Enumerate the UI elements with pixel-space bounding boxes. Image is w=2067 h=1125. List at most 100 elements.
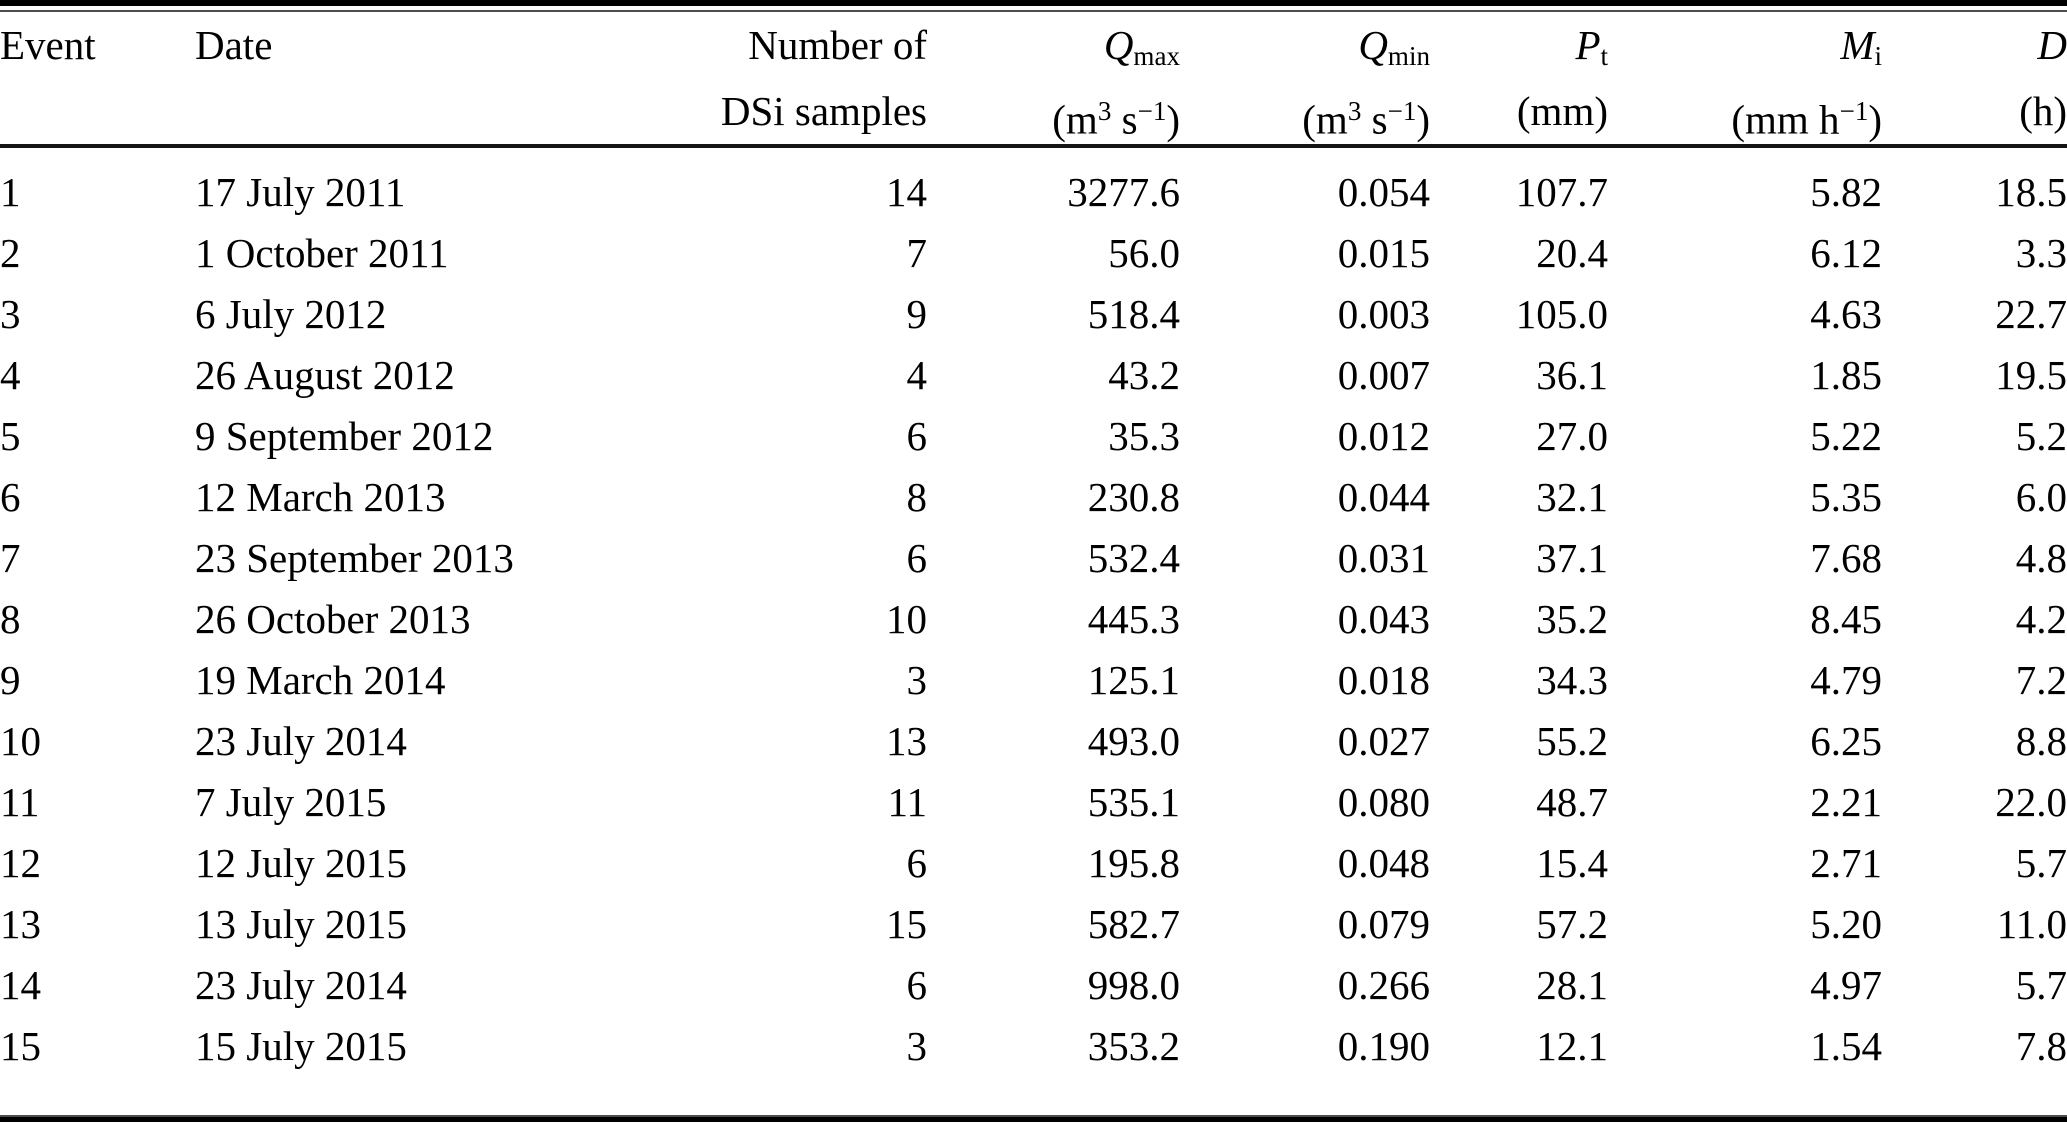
cell-d: 18.5 [1995, 169, 2067, 215]
cell-d: 11.0 [1996, 901, 2067, 947]
table-top-rule-thick [0, 0, 2067, 6]
table-row: 7 23 September 2013 6 532.4 0.031 37.1 7… [0, 528, 2067, 589]
cell-date: 23 July 2014 [195, 718, 407, 764]
cell-num-dsi-samples: 8 [906, 474, 928, 520]
bottom-spacer [0, 1077, 2067, 1115]
cell-qmax: 230.8 [1087, 474, 1180, 520]
column-header-event: Event [0, 12, 195, 148]
cell-date: 23 July 2014 [195, 962, 407, 1008]
table-body: 1 17 July 2011 14 3277.6 0.054 107.7 5.8… [0, 146, 2067, 1077]
header-d-unit: (h) [2019, 88, 2067, 134]
cell-qmax: 43.2 [1108, 352, 1180, 398]
cell-qmin: 0.079 [1337, 901, 1430, 947]
cell-mi: 6.25 [1810, 718, 1882, 764]
event-data-table: Event Date Number of DSi samples Qmax (m… [0, 12, 2067, 1077]
header-pt-unit: (mm) [1516, 88, 1608, 134]
cell-qmax: 998.0 [1087, 962, 1180, 1008]
cell-num-dsi-samples: 6 [906, 962, 928, 1008]
cell-num-dsi-samples: 13 [886, 718, 927, 764]
cell-pt: 28.1 [1536, 962, 1608, 1008]
table-header: Event Date Number of DSi samples Qmax (m… [0, 12, 2067, 148]
cell-num-dsi-samples: 14 [886, 169, 927, 215]
cell-d: 6.0 [2015, 474, 2067, 520]
cell-date: 6 July 2012 [195, 291, 387, 337]
cell-pt: 48.7 [1536, 779, 1608, 825]
cell-date: 12 March 2013 [195, 474, 446, 520]
cell-num-dsi-samples: 3 [906, 657, 928, 703]
column-header-num-dsi-samples: Number of DSi samples [640, 12, 927, 148]
cell-date: 9 September 2012 [195, 413, 494, 459]
column-header-qmax: Qmax (m3 s−1) [927, 12, 1180, 148]
cell-qmin: 0.190 [1337, 1023, 1430, 1069]
cell-mi: 2.71 [1810, 840, 1882, 886]
cell-d: 4.8 [2015, 535, 2067, 581]
cell-qmin: 0.054 [1337, 169, 1430, 215]
cell-date: 13 July 2015 [195, 901, 407, 947]
cell-qmin: 0.080 [1337, 779, 1430, 825]
table-row: 4 26 August 2012 4 43.2 0.007 36.1 1.85 … [0, 345, 2067, 406]
header-pt-symbol: Pt [1575, 22, 1608, 71]
column-header-pt: Pt (mm) [1430, 12, 1608, 148]
cell-qmin: 0.015 [1337, 230, 1430, 276]
cell-pt: 36.1 [1536, 352, 1608, 398]
cell-qmin: 0.048 [1337, 840, 1430, 886]
cell-pt: 32.1 [1536, 474, 1608, 520]
cell-mi: 5.82 [1810, 169, 1882, 215]
cell-qmax: 195.8 [1087, 840, 1180, 886]
header-qmin-unit: (m3 s−1) [1302, 96, 1430, 143]
cell-event-number: 15 [0, 1023, 41, 1069]
cell-num-dsi-samples: 3 [906, 1023, 928, 1069]
cell-num-dsi-samples: 11 [887, 779, 927, 825]
cell-event-number: 1 [0, 169, 21, 215]
cell-event-number: 5 [0, 413, 21, 459]
header-mi-unit: (mm h−1) [1731, 96, 1882, 143]
cell-event-number: 14 [0, 962, 41, 1008]
cell-event-number: 4 [0, 352, 21, 398]
cell-qmin: 0.003 [1337, 291, 1430, 337]
cell-mi: 7.68 [1810, 535, 1882, 581]
cell-mi: 4.97 [1810, 962, 1882, 1008]
cell-event-number: 9 [0, 657, 21, 703]
column-header-qmin: Qmin (m3 s−1) [1180, 12, 1430, 148]
table-row: 15 15 July 2015 3 353.2 0.190 12.1 1.54 … [0, 1016, 2067, 1077]
cell-event-number: 11 [0, 779, 40, 825]
cell-pt: 35.2 [1536, 596, 1608, 642]
cell-mi: 1.54 [1810, 1023, 1882, 1069]
cell-qmin: 0.018 [1337, 657, 1430, 703]
cell-d: 5.2 [2015, 413, 2067, 459]
cell-pt: 57.2 [1536, 901, 1608, 947]
cell-num-dsi-samples: 4 [906, 352, 928, 398]
cell-d: 8.8 [2015, 718, 2067, 764]
cell-qmax: 445.3 [1087, 596, 1180, 642]
cell-d: 19.5 [1995, 352, 2067, 398]
table-bottom-rule-thin [0, 1115, 2067, 1117]
cell-event-number: 7 [0, 535, 21, 581]
header-qmax-symbol: Qmax [1103, 22, 1180, 71]
cell-qmax: 493.0 [1087, 718, 1180, 764]
cell-pt: 27.0 [1536, 413, 1608, 459]
cell-mi: 5.20 [1810, 901, 1882, 947]
table-bottom-rule-thick [0, 1117, 2067, 1122]
cell-qmax: 353.2 [1087, 1023, 1180, 1069]
cell-event-number: 10 [0, 718, 41, 764]
cell-num-dsi-samples: 15 [886, 901, 927, 947]
cell-num-dsi-samples: 6 [906, 413, 928, 459]
header-qmin-symbol: Qmin [1358, 22, 1430, 71]
cell-mi: 2.21 [1810, 779, 1882, 825]
cell-qmin: 0.043 [1337, 596, 1430, 642]
column-header-mi: Mi (mm h−1) [1608, 12, 1882, 148]
cell-d: 5.7 [2015, 840, 2067, 886]
cell-pt: 55.2 [1536, 718, 1608, 764]
cell-event-number: 13 [0, 901, 41, 947]
header-date-label: Date [195, 22, 273, 68]
table-row: 10 23 July 2014 13 493.0 0.027 55.2 6.25… [0, 711, 2067, 772]
cell-qmin: 0.012 [1337, 413, 1430, 459]
table-row: 2 1 October 2011 7 56.0 0.015 20.4 6.12 … [0, 223, 2067, 284]
cell-pt: 37.1 [1536, 535, 1608, 581]
cell-qmax: 56.0 [1108, 230, 1180, 276]
cell-date: 17 July 2011 [195, 169, 406, 215]
header-d-symbol: D [2037, 22, 2067, 68]
cell-mi: 8.45 [1810, 596, 1882, 642]
cell-event-number: 2 [0, 230, 21, 276]
table-top-rule-thin [0, 10, 2067, 12]
